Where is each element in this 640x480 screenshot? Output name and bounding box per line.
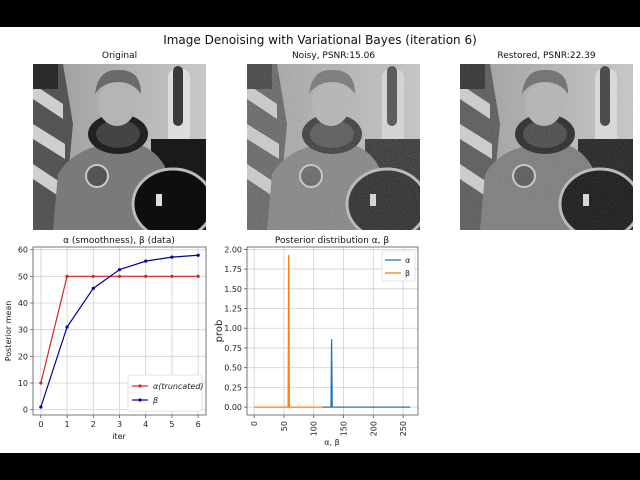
legend-alpha-label: α(truncated): [153, 382, 204, 391]
chart1-legend: α(truncated) β: [127, 374, 204, 412]
svg-text:20: 20: [18, 352, 28, 361]
svg-text:50: 50: [18, 272, 28, 281]
svg-text:1.25: 1.25: [224, 305, 242, 314]
chart2-axes: [246, 246, 419, 416]
svg-text:0: 0: [23, 406, 28, 415]
svg-text:0: 0: [250, 421, 259, 426]
svg-text:200: 200: [369, 421, 378, 436]
figure: Image Denoising with Variational Bayes (…: [0, 27, 640, 453]
legend2-beta-label: β: [405, 269, 410, 278]
svg-text:2: 2: [91, 420, 96, 429]
original-image-title: Original: [101, 51, 138, 61]
svg-text:50: 50: [280, 421, 289, 431]
svg-text:100: 100: [310, 421, 319, 436]
posterior-mean-chart: α (smoothness), β (data) 0 1 2 3 4 5 601020304…: [4, 236, 207, 441]
svg-text:150: 150: [340, 421, 349, 436]
chart2-ylabel: prob: [214, 320, 225, 343]
svg-text:60: 60: [18, 246, 28, 255]
svg-text:4: 4: [143, 420, 148, 429]
svg-text:30: 30: [18, 326, 28, 335]
svg-text:40: 40: [18, 299, 28, 308]
svg-text:1.50: 1.50: [224, 285, 242, 294]
legend2-alpha-label: α: [405, 256, 410, 265]
svg-text:1.00: 1.00: [224, 324, 242, 333]
legend-beta-label: β: [152, 396, 158, 405]
noisy-image-title: Noisy, PSNR:15.06: [291, 51, 376, 61]
figure-title: Image Denoising with Variational Bayes (…: [163, 33, 477, 47]
chart1-xlabel: iter: [112, 432, 126, 441]
posterior-distribution-chart: Posterior distribution α, β 0 50 100 150 200…: [214, 236, 419, 447]
svg-text:6: 6: [196, 420, 201, 429]
svg-text:1: 1: [65, 420, 70, 429]
svg-text:5: 5: [169, 420, 174, 429]
svg-text:250: 250: [399, 421, 408, 436]
chart2-title: Posterior distribution α, β: [275, 236, 389, 246]
noisy-image: [247, 64, 420, 230]
original-image: [33, 64, 206, 230]
svg-text:10: 10: [18, 379, 28, 388]
svg-text:3: 3: [117, 420, 122, 429]
svg-text:0: 0: [38, 420, 43, 429]
chart2-legend: α β: [381, 250, 416, 282]
restored-image: [460, 64, 633, 230]
svg-text:0.75: 0.75: [224, 344, 242, 353]
chart1-ylabel: Posterior mean: [4, 301, 13, 362]
restored-image-title: Restored, PSNR:22.39: [497, 51, 596, 61]
svg-text:0.25: 0.25: [224, 383, 242, 392]
svg-text:0.00: 0.00: [224, 403, 242, 412]
svg-text:2.00: 2.00: [224, 245, 242, 254]
chart2-xlabel: α, β: [324, 438, 339, 447]
svg-text:1.75: 1.75: [224, 265, 242, 274]
svg-text:0.50: 0.50: [224, 364, 242, 373]
chart1-title: α (smoothness), β (data): [63, 236, 175, 246]
